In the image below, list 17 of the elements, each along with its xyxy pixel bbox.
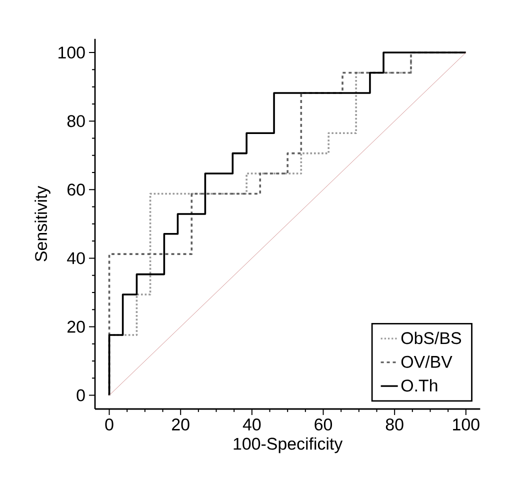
y-tick-label: 60 xyxy=(68,184,85,196)
y-tick-label: 20 xyxy=(68,320,85,333)
legend-label: ObS/BS xyxy=(401,332,462,344)
x-tick-label: 80 xyxy=(386,418,404,430)
y-tick-label: 0 xyxy=(76,389,85,402)
x-tick-label: 0 xyxy=(105,418,114,430)
legend-label: OV/BV xyxy=(401,355,452,368)
x-tick-label: 20 xyxy=(172,418,190,430)
y-tick-label: 80 xyxy=(67,115,85,128)
y-axis-title: Sensitivity xyxy=(34,186,50,262)
x-tick-label: 40 xyxy=(242,418,261,430)
x-tick-label: 100 xyxy=(453,418,480,430)
x-tick-label: 60 xyxy=(314,418,332,430)
y-tick-label: 100 xyxy=(58,46,85,59)
legend-label: O.Th xyxy=(401,379,438,392)
y-tick-label: 40 xyxy=(67,252,85,264)
x-axis-title: 100-Specificity xyxy=(234,437,343,454)
